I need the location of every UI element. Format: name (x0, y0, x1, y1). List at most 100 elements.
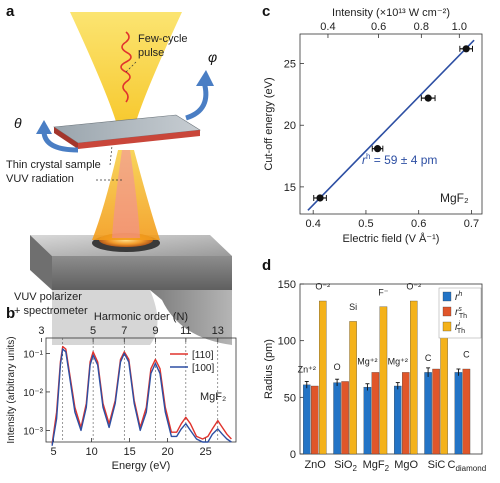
x-tick-label-b: 15 (123, 446, 135, 458)
top-tick-label-b: 13 (212, 325, 224, 337)
x-tick-label-c: 0.6 (411, 218, 426, 230)
top-tick-label-b: 9 (152, 325, 158, 337)
data-point-c (373, 145, 382, 153)
x-tick-label-b: 20 (161, 446, 173, 458)
y-tick-label-b: 10⁻³ (23, 426, 43, 437)
vuv-beam (112, 150, 140, 238)
panel-label-a: a (6, 3, 15, 20)
data-point-c (462, 45, 470, 53)
spectrometer-box-front (52, 256, 232, 290)
ion-annotation-d: Si (349, 302, 357, 312)
top-tick-label-b: 3 (38, 325, 44, 337)
ion-annotation-d: Mg⁺² (357, 356, 377, 366)
laser-beam-upper (70, 12, 182, 140)
fit-annotation: rh = 59 ± 4 pm (362, 152, 437, 167)
chart-b-frame (45, 337, 237, 443)
bar-ri_Th (379, 306, 388, 455)
y-tick-label-d: 50 (284, 392, 296, 404)
ion-annotation-d: O (334, 362, 341, 372)
theta-arrow-head (36, 120, 52, 134)
x-tick-label-c: 0.5 (358, 218, 373, 230)
bar-rh (394, 385, 402, 455)
polarizer-label-line2: + spectrometer (14, 305, 88, 317)
bar-ri_Th (410, 300, 418, 455)
panel-b: b 5 10 15 20 25 10⁻¹ 10⁻² 10⁻³ 3 5 7 9 11 13 Energy (e… (6, 305, 237, 472)
spectrum-series-blue (51, 348, 232, 446)
panel-c: c 0.4 0.5 0.6 0.7 15 20 25 0.4 0.6 0.8 1.0 Electric… (262, 3, 483, 245)
ion-annotation-d: C (463, 350, 470, 360)
x-tick-label-c: 0.7 (464, 218, 479, 230)
ion-annotation-d: F⁻ (378, 287, 388, 297)
top-tick-label-c: 1.0 (452, 21, 467, 33)
pulse-waveform (120, 31, 132, 103)
bar-rs_Th (462, 368, 471, 455)
theta-rotation-arrow (41, 131, 79, 153)
linear-fit-line (307, 39, 475, 211)
x-tick-label-b: 25 (199, 446, 211, 458)
pulse-label-line2: pulse (138, 47, 164, 59)
data-point-c (316, 194, 324, 202)
pulse-label-line1: Few-cycle (138, 33, 188, 45)
x-axis-label-b: Energy (eV) (112, 460, 171, 472)
y-tick-label-b: 10⁻² (23, 388, 43, 399)
y-tick-label-c: 20 (284, 120, 296, 132)
bar-rs_Th (371, 372, 380, 455)
top-tick-label-b: 7 (121, 325, 127, 337)
chart-d-frame (299, 283, 483, 455)
x-tick-label-b: 10 (85, 446, 97, 458)
bar-rh (363, 386, 372, 455)
y-tick-label-d: 100 (278, 336, 296, 348)
top-tick-label-b: 5 (90, 325, 96, 337)
bar-rh (454, 372, 463, 455)
top-tick-label-b: 11 (180, 325, 191, 337)
phi-label: φ (208, 49, 217, 65)
legend-swatch-d (442, 306, 452, 317)
chart-c: 0.4 0.5 0.6 0.7 15 20 25 0.4 0.6 0.8 1.0 Electric f… (263, 7, 483, 245)
sample-label-line2: VUV radiation (6, 173, 74, 185)
legend-swatch-d (442, 321, 452, 332)
polarizer-label-line1: VUV polarizer (14, 291, 82, 303)
legend-swatch-d (442, 291, 452, 302)
category-label-d: SiC (428, 459, 446, 471)
top-tick-label-c: 0.6 (371, 21, 386, 33)
x-tick-label-b: 5 (51, 446, 57, 458)
ion-annotation-d: Mg⁺² (388, 356, 408, 366)
ion-annotation-d: C (425, 353, 432, 363)
bar-ri_Th (349, 321, 357, 455)
legend-label-d: ri Th (455, 321, 465, 335)
sample-leader (109, 145, 113, 166)
legend-label-d: rh (455, 291, 462, 303)
spectrometer-box-side (30, 235, 52, 290)
bar-rs_Th (432, 368, 440, 455)
bar-rh (303, 384, 311, 455)
panel-a: a θ φ Few-cycle pulse Thin crystal s (6, 3, 232, 345)
bar-ri_Th (440, 321, 448, 455)
y-tick-label-b: 10⁻¹ (23, 349, 43, 360)
x-tick-label-c: 0.4 (306, 218, 321, 230)
y-tick-label-c: 15 (284, 182, 296, 194)
crystal-sample-edge (78, 130, 200, 149)
bar-rs_Th (402, 372, 410, 455)
phi-arrow-head (196, 70, 214, 86)
x-axis-label-c: Electric field (V Å⁻¹) (343, 232, 440, 245)
panel-label-d: d (262, 257, 271, 274)
top-axis-label-b: Harmonic order (N) (94, 311, 188, 323)
category-label-d: MgF2 (363, 459, 390, 473)
top-axis-label-c: Intensity (×10¹³ W cm⁻²) (332, 7, 450, 19)
data-point-c (424, 94, 432, 102)
chart-c-frame (299, 33, 483, 215)
ion-annotation-d: O⁻² (406, 282, 421, 292)
category-label-d: Cdiamond (448, 459, 487, 473)
spectrometer-stand-front (52, 290, 158, 345)
material-label-b: MgF₂ (200, 391, 226, 403)
y-axis-label-c: Cut-off energy (eV) (263, 77, 275, 170)
theta-label: θ (14, 115, 22, 131)
bar-rh (333, 382, 341, 455)
bar-ri_Th (319, 300, 327, 455)
category-label-d: MgO (394, 459, 418, 471)
y-tick-label-c: 25 (284, 59, 296, 71)
ion-annotation-d: O⁻² (315, 282, 330, 292)
